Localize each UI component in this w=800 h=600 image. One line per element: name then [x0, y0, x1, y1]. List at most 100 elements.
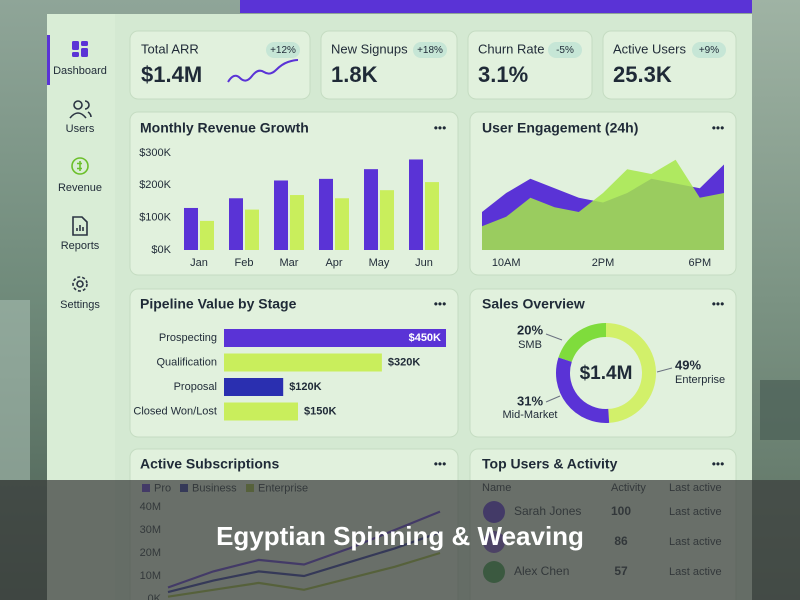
- x-tick-label: 2PM: [592, 257, 615, 269]
- kpi-badge: [548, 42, 582, 58]
- donut-segment: [556, 357, 610, 423]
- icon-users: [69, 100, 92, 119]
- charts: Dashboard Users Revenue Reports Settings Tota…: [53, 41, 726, 600]
- y-tick-label: $300K: [139, 147, 171, 159]
- category-label: Closed Won/Lost: [133, 405, 217, 417]
- y-tick-label: $100K: [139, 212, 171, 224]
- bar: [290, 195, 304, 250]
- bar: [319, 178, 333, 250]
- active-indicator: [47, 35, 50, 85]
- x-tick-label: 10AM: [492, 257, 521, 269]
- bar: [364, 169, 378, 250]
- x-tick-label: May: [369, 257, 390, 269]
- kpi-value: 3.1%: [478, 62, 528, 87]
- background-monitor: [760, 380, 800, 440]
- segment-value: 49%: [675, 357, 701, 372]
- donut-center: $1.4M: [580, 363, 633, 384]
- value-label: $450K: [409, 332, 441, 344]
- nav-item[interactable]: Reports: [61, 240, 100, 252]
- segment-value: 31%: [517, 393, 543, 408]
- bar: [425, 182, 439, 250]
- kpi-value: $1.4M: [141, 62, 202, 87]
- card-title: User Engagement (24h): [482, 120, 638, 136]
- sparkline: [227, 59, 299, 83]
- icon-settings: [72, 276, 88, 292]
- svg-text:•••: •••: [712, 297, 725, 311]
- kpi-badge: [413, 42, 447, 58]
- bar: [224, 329, 446, 347]
- y-tick-label: $200K: [139, 179, 171, 191]
- bar: [409, 159, 423, 250]
- x-tick-label: Jan: [190, 257, 208, 269]
- svg-text:•••: •••: [712, 457, 725, 471]
- icon-revenue: [71, 157, 89, 175]
- kpi-change: +18%: [417, 45, 443, 56]
- caption: Egyptian Spinning & Weaving: [216, 521, 584, 551]
- nav-item[interactable]: Revenue: [58, 182, 102, 194]
- bar: [224, 378, 284, 396]
- bar: [184, 207, 198, 250]
- caption-overlay: Egyptian Spinning & Weaving: [0, 480, 800, 600]
- category-label: Prospecting: [159, 332, 217, 344]
- bar: [245, 209, 259, 250]
- kpi-value: 25.3K: [613, 62, 672, 87]
- segment-value: 20%: [517, 322, 543, 337]
- category-label: Proposal: [174, 381, 217, 393]
- kpi-label: Churn Rate: [478, 41, 544, 56]
- x-tick-label: Feb: [235, 257, 254, 269]
- svg-text:•••: •••: [434, 297, 447, 311]
- segment-label: SMB: [518, 339, 542, 351]
- x-tick-label: Jun: [415, 257, 433, 269]
- donut-segment: [605, 323, 656, 423]
- bar: [200, 220, 214, 250]
- card-title: Pipeline Value by Stage: [140, 296, 297, 312]
- nav-item[interactable]: Settings: [60, 299, 100, 311]
- bar: [380, 190, 394, 250]
- area: [482, 159, 724, 250]
- leader-line: [656, 367, 673, 373]
- nav-item[interactable]: Users: [66, 123, 95, 135]
- card-title: Sales Overview: [482, 296, 585, 312]
- card-title: Monthly Revenue Growth: [140, 120, 309, 136]
- kpi-value: 1.8K: [331, 62, 378, 87]
- segment-label: Enterprise: [675, 374, 725, 386]
- bar: [229, 198, 243, 250]
- card-title: Active Subscriptions: [140, 456, 279, 472]
- top-bar: [240, 0, 752, 13]
- x-tick-label: Apr: [325, 257, 342, 269]
- value-label: $120K: [289, 381, 321, 393]
- kpi-change: -5%: [556, 45, 574, 56]
- value-label: $150K: [304, 405, 336, 417]
- caption-band: [0, 480, 800, 600]
- kpi-change: +9%: [699, 45, 719, 56]
- bar: [274, 180, 288, 250]
- kpi-badge: [692, 42, 726, 58]
- kpi-badge: [266, 42, 300, 58]
- segment-label: Mid-Market: [502, 409, 557, 421]
- nav-item[interactable]: Dashboard: [53, 65, 107, 77]
- bar: [335, 198, 349, 250]
- x-tick-label: 6PM: [688, 257, 711, 269]
- bar: [224, 402, 298, 421]
- bar: [224, 353, 382, 372]
- y-tick-label: $0K: [151, 244, 171, 256]
- kpi-change: +12%: [270, 45, 296, 56]
- background-window: [0, 300, 30, 480]
- svg-text:•••: •••: [434, 121, 447, 135]
- svg-text:•••: •••: [434, 457, 447, 471]
- category-label: Qualification: [156, 356, 217, 368]
- kpi-label: New Signups: [331, 41, 408, 56]
- kpi-label: Active Users: [613, 41, 686, 56]
- more-menus: ••• ••• ••• ••• ••• •••: [434, 121, 725, 471]
- card-title: Top Users & Activity: [482, 456, 618, 472]
- icon-reports: [72, 216, 88, 236]
- value-label: $320K: [388, 356, 420, 368]
- leader-line: [545, 395, 561, 403]
- kpi-label: Total ARR: [141, 41, 199, 56]
- donut-segment: [558, 323, 607, 363]
- leader-line: [545, 333, 563, 341]
- icon-dashboard: [72, 41, 88, 57]
- x-tick-label: Mar: [280, 257, 299, 269]
